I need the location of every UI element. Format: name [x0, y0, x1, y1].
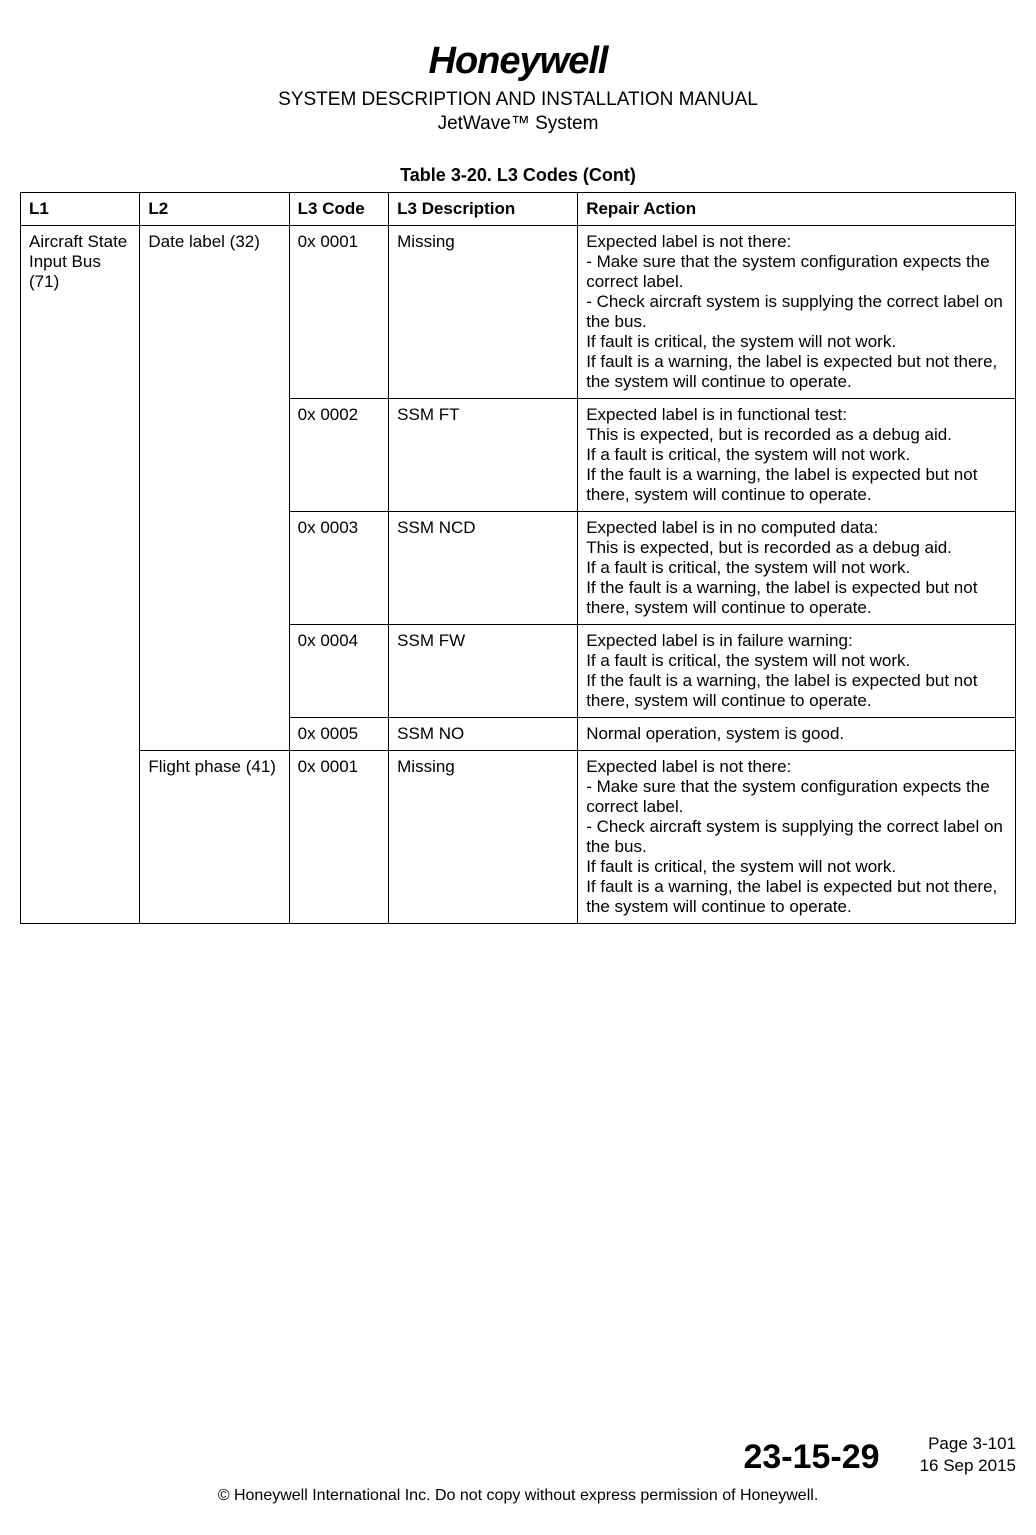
col-repair: Repair Action	[578, 193, 1016, 226]
page-label: Page 3-101	[920, 1433, 1016, 1455]
document-number: 23-15-29	[743, 1438, 879, 1477]
cell-l3desc: SSM NO	[389, 718, 578, 751]
l3-codes-table: L1 L2 L3 Code L3 Description Repair Acti…	[20, 192, 1016, 924]
col-l3code: L3 Code	[289, 193, 389, 226]
cell-l3desc: SSM FT	[389, 399, 578, 512]
cell-l3desc: SSM NCD	[389, 512, 578, 625]
cell-repair: Expected label is in functional test:Thi…	[578, 399, 1016, 512]
page-info: Page 3-101 16 Sep 2015	[920, 1433, 1016, 1477]
cell-l3code: 0x 0002	[289, 399, 389, 512]
cell-l3code: 0x 0004	[289, 625, 389, 718]
document-page: Honeywell SYSTEM DESCRIPTION AND INSTALL…	[0, 0, 1036, 1535]
page-date: 16 Sep 2015	[920, 1455, 1016, 1477]
col-l3desc: L3 Description	[389, 193, 578, 226]
page-header: Honeywell SYSTEM DESCRIPTION AND INSTALL…	[20, 40, 1016, 135]
cell-l3code: 0x 0003	[289, 512, 389, 625]
footer-row: 23-15-29 Page 3-101 16 Sep 2015	[20, 1433, 1016, 1477]
cell-l3code: 0x 0001	[289, 751, 389, 924]
cell-l3code: 0x 0001	[289, 226, 389, 399]
cell-repair: Expected label is not there:- Make sure …	[578, 751, 1016, 924]
cell-repair: Expected label is not there:- Make sure …	[578, 226, 1016, 399]
cell-repair: Expected label is in failure warning:If …	[578, 625, 1016, 718]
cell-l3desc: Missing	[389, 226, 578, 399]
cell-l2: Date label (32)	[140, 226, 289, 751]
col-l1: L1	[21, 193, 140, 226]
cell-l1: Aircraft State Input Bus (71)	[21, 226, 140, 924]
document-subtitle: JetWave™ System	[20, 113, 1016, 135]
cell-repair: Expected label is in no computed data:Th…	[578, 512, 1016, 625]
page-footer: 23-15-29 Page 3-101 16 Sep 2015 © Honeyw…	[20, 1433, 1016, 1505]
table-header-row: L1 L2 L3 Code L3 Description Repair Acti…	[21, 193, 1016, 226]
table-row: Flight phase (41) 0x 0001 Missing Expect…	[21, 751, 1016, 924]
table-caption: Table 3-20. L3 Codes (Cont)	[20, 165, 1016, 186]
cell-l3code: 0x 0005	[289, 718, 389, 751]
table-row: Aircraft State Input Bus (71) Date label…	[21, 226, 1016, 399]
cell-repair: Normal operation, system is good.	[578, 718, 1016, 751]
cell-l3desc: Missing	[389, 751, 578, 924]
col-l2: L2	[140, 193, 289, 226]
brand-logo: Honeywell	[20, 40, 1016, 83]
cell-l2: Flight phase (41)	[140, 751, 289, 924]
document-title: SYSTEM DESCRIPTION AND INSTALLATION MANU…	[20, 89, 1016, 111]
copyright-notice: © Honeywell International Inc. Do not co…	[20, 1487, 1016, 1505]
cell-l3desc: SSM FW	[389, 625, 578, 718]
